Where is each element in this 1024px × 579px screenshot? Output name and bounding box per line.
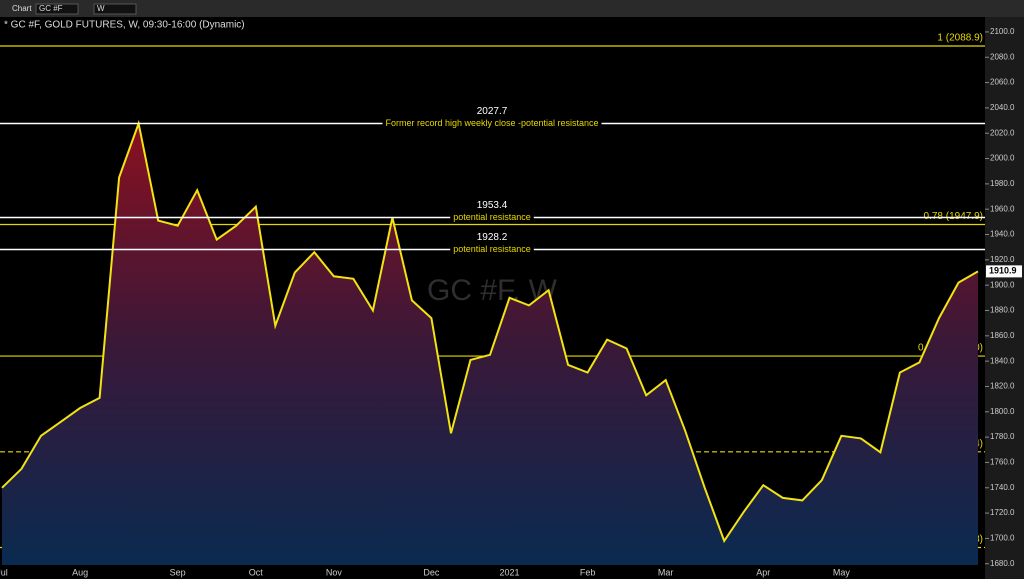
y-tick-label: 1960.0	[990, 204, 1015, 213]
y-tick-label: 1880.0	[990, 306, 1015, 315]
y-axis-panel	[985, 17, 1024, 579]
price-line	[1, 119, 979, 544]
interval-box[interactable]	[93, 3, 137, 15]
area	[2, 123, 978, 565]
y-tick-label: 1820.0	[990, 382, 1015, 391]
annotation-value: 1953.4	[477, 200, 508, 211]
x-tick-label: Sep	[170, 567, 186, 577]
x-tick-label: Aug	[72, 567, 88, 577]
annotation-text: potential resistance	[453, 244, 531, 254]
y-tick-label: 2060.0	[990, 78, 1015, 87]
annotation-text: potential resistance	[453, 212, 531, 222]
y-tick-label: 1920.0	[990, 255, 1015, 264]
last-price-box	[986, 265, 1022, 278]
y-tick-label: 1780.0	[990, 432, 1015, 441]
annotation-bg	[450, 245, 534, 254]
chart-title: * GC #F, GOLD FUTURES, W, 09:30-16:00 (D…	[4, 20, 245, 31]
y-tick-label: 2100.0	[990, 27, 1015, 36]
annotation-value: 2027.7	[477, 106, 508, 117]
x-tick-label: Jul	[0, 567, 8, 577]
toolbar-tab[interactable]: Chart	[12, 4, 32, 13]
y-tick-label: 1980.0	[990, 179, 1015, 188]
x-tick-label: Apr	[756, 567, 770, 577]
fib-label: 1 (2088.9)	[937, 33, 983, 44]
y-tick-label: 1700.0	[990, 534, 1015, 543]
y-tick-label: 1940.0	[990, 230, 1015, 239]
y-tick-label: 1860.0	[990, 331, 1015, 340]
toolbar-interval[interactable]: W	[97, 4, 105, 13]
symbol-box[interactable]	[35, 3, 79, 15]
toolbar	[0, 0, 1024, 17]
x-tick-label: Mar	[658, 567, 674, 577]
annotation-text: Former record high weekly close -potenti…	[385, 118, 598, 128]
y-tick-label: 1740.0	[990, 483, 1015, 492]
y-tick-label: 1720.0	[990, 508, 1015, 517]
annotation-value: 1928.2	[477, 232, 508, 243]
annotation-bg	[382, 119, 602, 128]
y-tick-label: 1800.0	[990, 407, 1015, 416]
y-tick-label: 1760.0	[990, 458, 1015, 467]
x-tick-label: Oct	[249, 567, 264, 577]
last-price-label: 1910.9	[989, 266, 1017, 276]
fib-label: 0.78 (1947.9)	[924, 211, 984, 222]
y-tick-label: 2040.0	[990, 103, 1015, 112]
toolbar-symbol[interactable]: GC #F	[39, 4, 63, 13]
y-tick-label: 2020.0	[990, 128, 1015, 137]
y-tick-label: 2000.0	[990, 154, 1015, 163]
y-tick-label: 1680.0	[990, 559, 1015, 568]
y-tick-label: 1840.0	[990, 356, 1015, 365]
x-tick-label: Feb	[580, 567, 596, 577]
y-tick-label: 1900.0	[990, 280, 1015, 289]
y-tick-label: 2080.0	[990, 52, 1015, 61]
annotation-bg	[450, 213, 534, 222]
x-tick-label: May	[833, 567, 851, 577]
x-tick-label: Dec	[423, 567, 440, 577]
x-tick-label: 2021	[500, 567, 520, 577]
x-tick-label: Nov	[326, 567, 343, 577]
